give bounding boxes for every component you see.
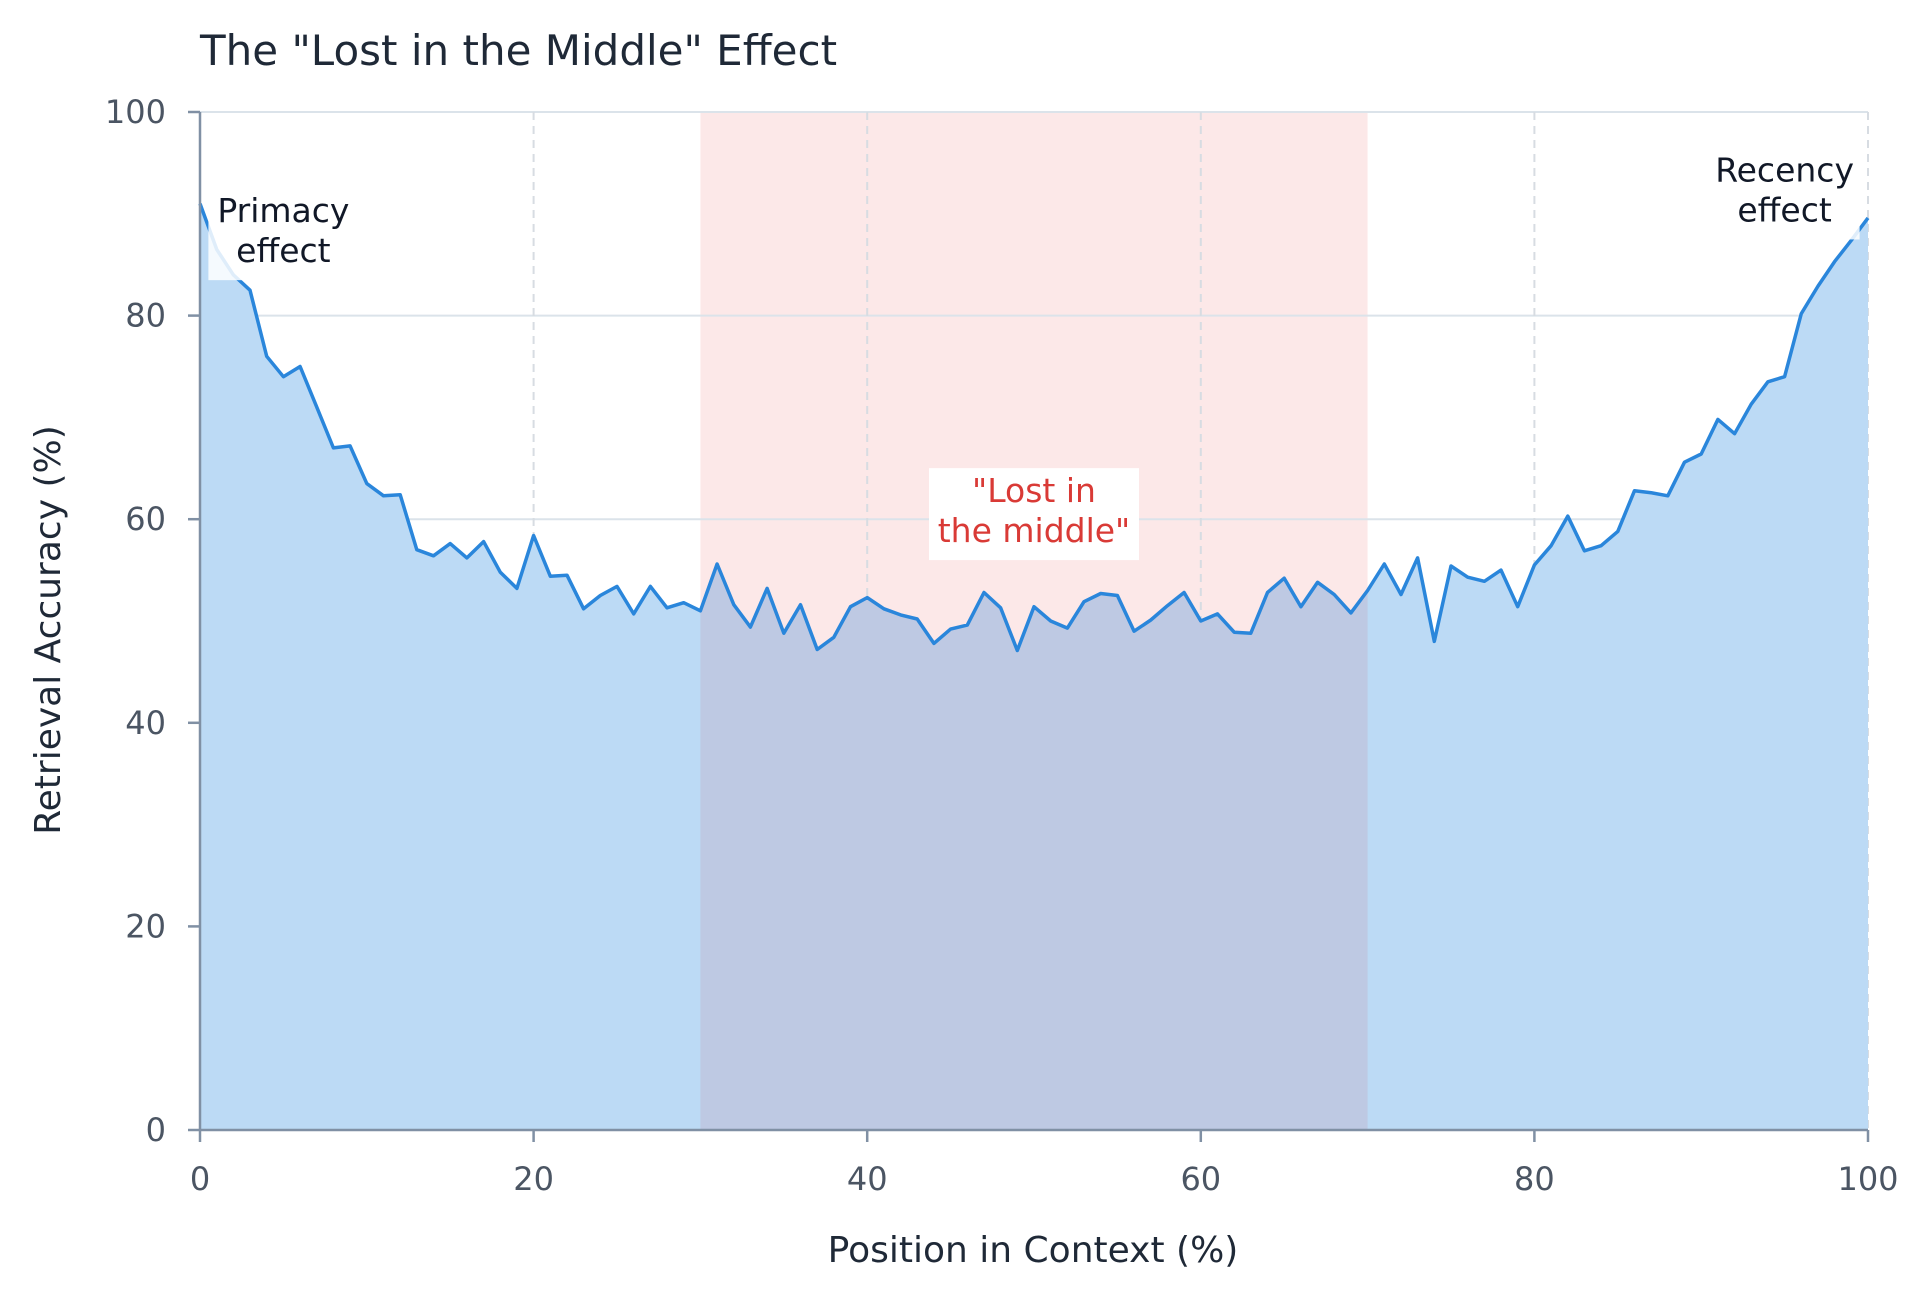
x-tick-label: 0 bbox=[190, 1160, 210, 1198]
annotation-box bbox=[1709, 147, 1860, 240]
y-tick-label: 40 bbox=[125, 704, 166, 742]
x-tick-label: 20 bbox=[513, 1160, 554, 1198]
x-tick-label: 100 bbox=[1837, 1160, 1898, 1198]
annotation-box bbox=[208, 188, 359, 281]
y-tick-label: 0 bbox=[146, 1111, 166, 1149]
y-axis-label: Retrieval Accuracy (%) bbox=[28, 425, 69, 835]
y-tick-label: 80 bbox=[125, 297, 166, 335]
annotation-text: Primacy bbox=[217, 191, 349, 230]
y-tick-label: 60 bbox=[125, 500, 166, 538]
area-fill-band-overlap bbox=[700, 564, 1368, 1130]
x-axis-label: Position in Context (%) bbox=[828, 1230, 1239, 1271]
annotation-text: "Lost in bbox=[972, 471, 1096, 510]
annotation-text: effect bbox=[1737, 190, 1831, 229]
x-tick-label: 60 bbox=[1180, 1160, 1221, 1198]
annotation-text: Recency bbox=[1715, 150, 1854, 189]
chart-title: The "Lost in the Middle" Effect bbox=[199, 26, 837, 75]
y-tick-label: 100 bbox=[105, 93, 166, 131]
annotation-text: the middle" bbox=[938, 511, 1131, 550]
y-tick-label: 20 bbox=[125, 907, 166, 945]
x-tick-label: 40 bbox=[847, 1160, 888, 1198]
series-line bbox=[198, 203, 1870, 653]
x-tick-label: 80 bbox=[1514, 1160, 1555, 1198]
annotation-box bbox=[929, 468, 1139, 561]
annotation-text: effect bbox=[236, 231, 330, 270]
